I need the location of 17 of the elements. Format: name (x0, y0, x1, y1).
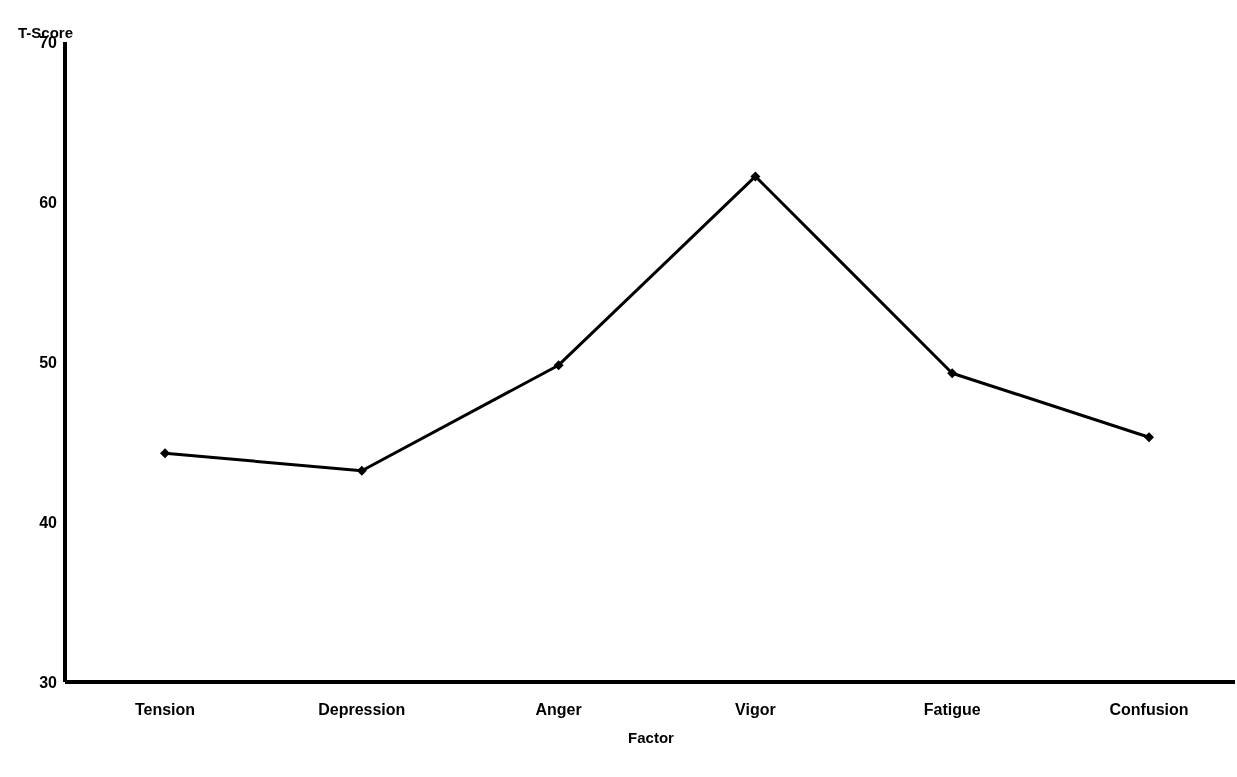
x-axis-title: Factor (627, 729, 675, 746)
x-tick-label: Tension (134, 701, 196, 719)
point (160, 448, 170, 459)
y-tick-label: 60 (39, 193, 58, 211)
point (947, 368, 958, 379)
y-tick-label: 40 (39, 513, 58, 531)
x-tick-label: Anger (535, 701, 582, 719)
point (553, 360, 564, 371)
point (356, 465, 367, 476)
x-tick-label: Vigor (735, 701, 776, 719)
x-tick-label: Confusion (1109, 701, 1189, 719)
point (1144, 432, 1154, 443)
y-tick-label: 50 (39, 353, 58, 371)
point (750, 171, 761, 182)
x-tick-label: Fatigue (923, 701, 981, 719)
x-tick-label: Depression (318, 701, 406, 719)
y-tick-label: 30 (39, 673, 58, 691)
